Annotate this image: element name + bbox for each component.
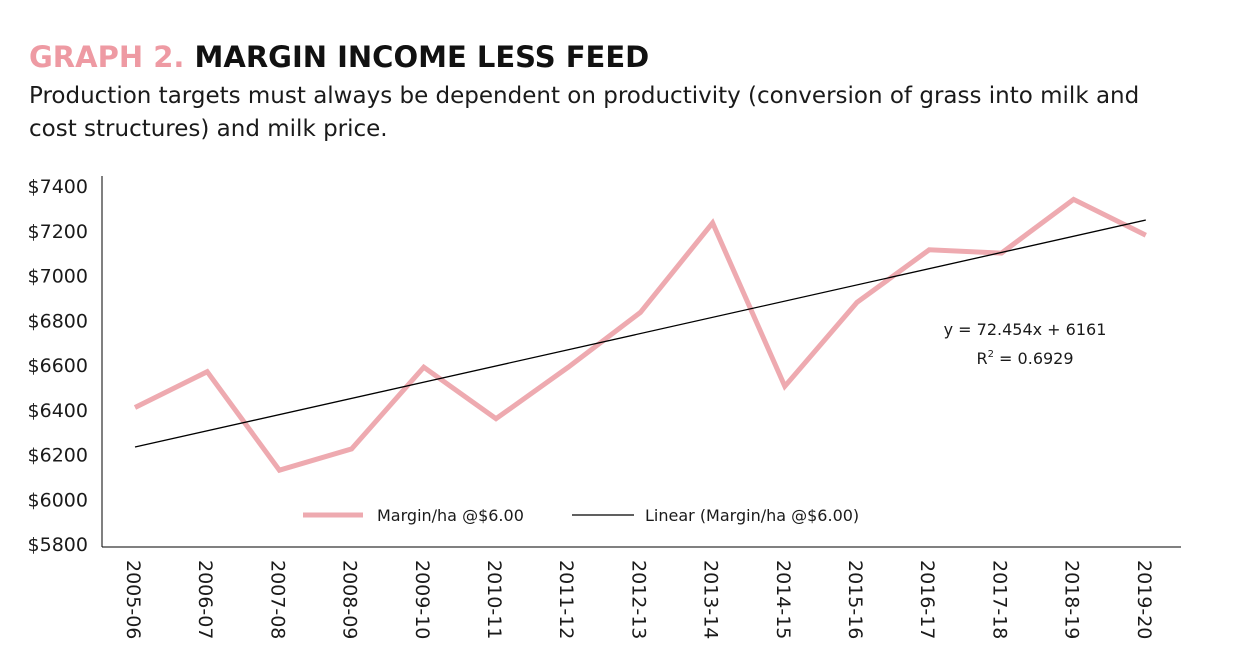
x-tick-label: 2018-19 — [1061, 560, 1083, 639]
x-tick-label: 2012-13 — [627, 560, 649, 639]
x-tick-label: 2017-18 — [988, 560, 1010, 639]
data-point — [494, 416, 499, 421]
y-tick-label: $7200 — [28, 221, 88, 243]
data-point — [277, 468, 282, 473]
y-tick-label: $6800 — [28, 310, 88, 332]
x-tick-label: 2015-16 — [844, 560, 866, 639]
x-axis-ticks: 2005-06 2006-07 2007-08 2008-09 2009-10 2010-… — [122, 560, 1155, 639]
y-tick-label: $6600 — [28, 355, 88, 377]
data-point — [710, 220, 715, 225]
data-point — [638, 310, 643, 315]
y-tick-label: $6000 — [28, 489, 88, 511]
data-point — [927, 247, 932, 252]
y-tick-label: $7400 — [28, 176, 88, 198]
legend-label-trendline: Linear (Margin/ha @$6.00) — [645, 506, 859, 525]
y-tick-label: $7000 — [28, 266, 88, 288]
y-tick-label: $6200 — [28, 445, 88, 467]
trendline-equation: y = 72.454x + 6161 — [944, 320, 1107, 339]
legend: Margin/ha @$6.00 Linear (Margin/ha @$6.0… — [303, 506, 859, 525]
data-point — [205, 369, 210, 374]
x-tick-label: 2008-09 — [339, 560, 361, 639]
chart-title: GRAPH 2. MARGIN INCOME LESS FEED — [29, 40, 649, 74]
r2-value: = 0.6929 — [994, 349, 1074, 368]
x-tick-label: 2005-06 — [122, 560, 144, 639]
r2-superscript: 2 — [988, 349, 994, 360]
chart-title-main: MARGIN INCOME LESS FEED — [194, 40, 650, 74]
data-point — [999, 251, 1004, 256]
data-point — [782, 384, 787, 389]
chart-subtitle: Production targets must always be depend… — [29, 83, 1140, 142]
x-tick-label: 2006-07 — [194, 560, 216, 639]
r2-label: R — [976, 349, 987, 368]
trendline — [134, 219, 1146, 448]
data-point — [855, 300, 860, 305]
trendline-r-squared: R2 = 0.6929 — [976, 349, 1073, 368]
x-tick-label: 2010-11 — [483, 560, 505, 639]
x-tick-label: 2011-12 — [555, 560, 577, 639]
x-tick-label: 2009-10 — [411, 560, 433, 639]
x-tick-label: 2007-08 — [266, 560, 288, 639]
x-tick-label: 2014-15 — [772, 560, 794, 639]
x-tick-label: 2013-14 — [700, 560, 722, 639]
data-point — [349, 446, 354, 451]
data-point — [1071, 197, 1076, 202]
data-point — [1143, 233, 1148, 238]
x-tick-label: 2016-17 — [916, 560, 938, 639]
y-tick-label: $5800 — [28, 534, 88, 556]
data-point — [133, 405, 138, 410]
chart-title-prefix: GRAPH 2. — [29, 40, 185, 74]
legend-label-margin: Margin/ha @$6.00 — [377, 506, 524, 525]
y-tick-label: $6400 — [28, 400, 88, 422]
series-line-margin — [133, 196, 1147, 474]
data-point — [566, 365, 571, 370]
data-point — [421, 365, 426, 370]
y-axis-ticks: $5800 $6000 $6200 $6400 $6600 $6800 $7000 $7200… — [28, 176, 88, 556]
x-tick-label: 2019-20 — [1133, 560, 1155, 639]
